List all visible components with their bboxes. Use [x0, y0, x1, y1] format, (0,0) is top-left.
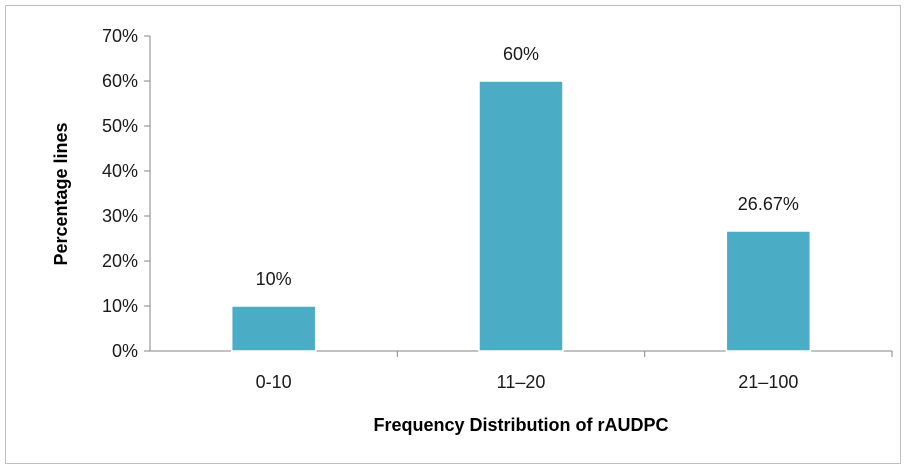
x-axis-title: Frequency Distribution of rAUDPC: [373, 415, 668, 435]
y-tick-label: 50%: [102, 116, 138, 136]
bar: [478, 80, 564, 352]
y-tick-label: 20%: [102, 251, 138, 271]
y-tick-label: 70%: [102, 26, 138, 46]
x-tick-label: 0-10: [256, 372, 292, 392]
data-label: 26.67%: [738, 194, 799, 214]
bars: 10% 60% 26.67%: [230, 44, 812, 352]
y-tick-label: 10%: [102, 296, 138, 316]
y-axis-title: Percentage lines: [51, 122, 71, 265]
x-tick-label: 11–20: [497, 372, 546, 392]
y-tick-label: 0%: [112, 341, 138, 361]
data-label: 10%: [256, 269, 292, 289]
y-tick-label: 60%: [102, 71, 138, 91]
x-tick-label: 21–100: [738, 372, 798, 392]
bar: [725, 230, 812, 352]
x-axis-ticks: 0-10 11–20 21–100: [256, 351, 893, 392]
data-label: 60%: [503, 44, 539, 64]
y-axis-ticks: 0% 10% 20% 30% 40% 50% 60% 70%: [102, 26, 150, 361]
y-tick-label: 30%: [102, 206, 138, 226]
bar: [230, 305, 317, 352]
y-tick-label: 40%: [102, 161, 138, 181]
